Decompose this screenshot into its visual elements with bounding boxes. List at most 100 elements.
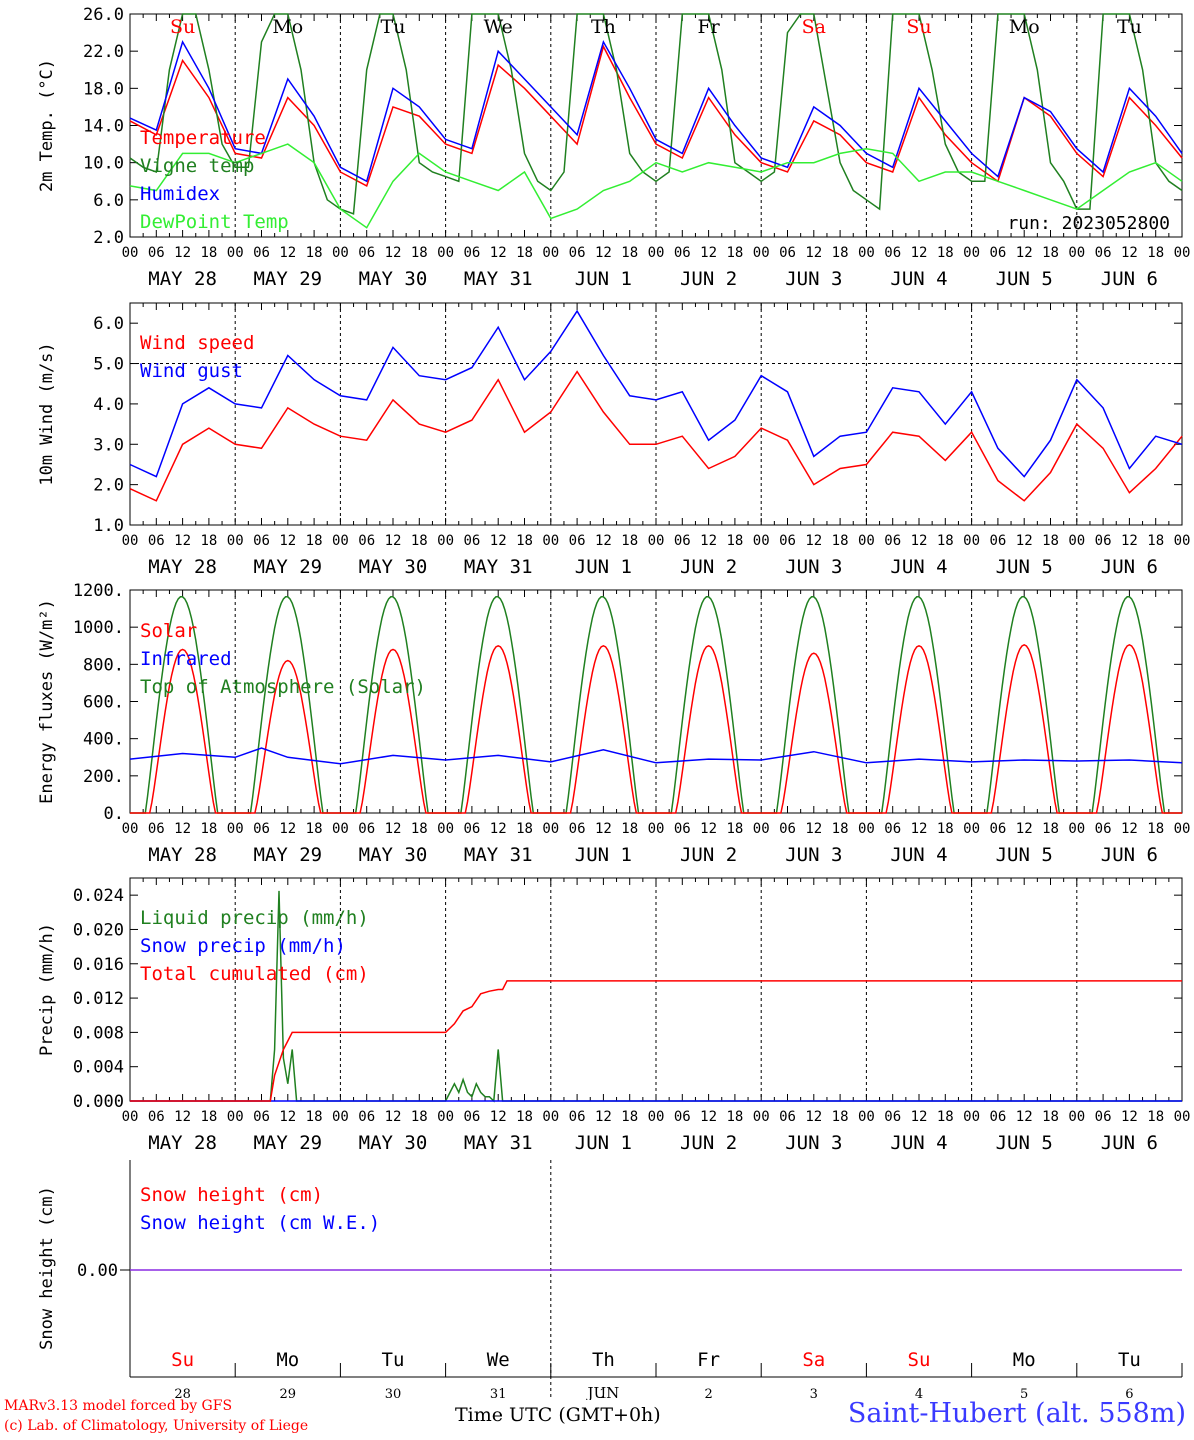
panel-frame-3 (129, 589, 1183, 814)
hour-tick-label: 12 (805, 1109, 822, 1125)
hour-tick-label: 00 (753, 533, 770, 549)
hour-tick-label: 12 (174, 821, 191, 837)
hour-tick-label: 12 (385, 533, 402, 549)
series-line-solar (1076, 643, 1182, 814)
hour-tick-label: 06 (674, 245, 691, 261)
hour-tick-label: 18 (306, 533, 323, 549)
day-number-label: 2 (704, 1387, 712, 1400)
series-line-wind-speed (129, 370, 1183, 502)
lab-credit: (c) Lab. of Climatology, University of L… (4, 1418, 309, 1434)
y-tick-label: 6.0 (93, 191, 124, 211)
hour-tick-label: 18 (516, 245, 533, 261)
series-line-wind-gust (129, 309, 1183, 478)
hour-tick-label: 12 (1121, 245, 1138, 261)
hour-tick-label: 06 (779, 821, 796, 837)
hour-tick-label: 00 (542, 533, 559, 549)
hour-tick-label: 06 (989, 533, 1006, 549)
weekday-label: Su (170, 16, 195, 38)
hour-tick-label: 18 (200, 1109, 217, 1125)
date-label: MAY 31 (464, 268, 533, 290)
series-line-vigne-temp (129, 13, 1183, 215)
series-line-toa-solar (656, 596, 762, 814)
hour-tick-label: 00 (437, 821, 454, 837)
hour-tick-label: 06 (884, 533, 901, 549)
hour-tick-label: 06 (569, 821, 586, 837)
y-tick-label: 0. (104, 804, 124, 824)
hour-tick-label: 12 (279, 1109, 296, 1125)
y-tick-label: 2.0 (93, 228, 124, 248)
hour-tick-label: 00 (542, 821, 559, 837)
hour-tick-label: 12 (911, 1109, 928, 1125)
date-label: MAY 30 (359, 268, 428, 290)
weekday-label: Su (906, 16, 931, 38)
hour-tick-label: 06 (463, 1109, 480, 1125)
hour-tick-label: 12 (490, 821, 507, 837)
hour-tick-label: 12 (490, 533, 507, 549)
hour-tick-label: 06 (463, 245, 480, 261)
hour-tick-label: 06 (253, 533, 270, 549)
date-label: JUN 4 (890, 268, 947, 290)
weekday-label: Su (171, 1349, 194, 1371)
series-line-toa-solar (340, 596, 446, 814)
y-tick-label: 1000. (73, 618, 124, 638)
model-credit: MARv3.13 model forced by GFS (4, 1398, 233, 1414)
y-axis-label-3: Energy fluxes (W/m²) (37, 599, 57, 804)
hour-tick-label: 00 (1174, 1109, 1191, 1125)
weekday-label: Sa (802, 1349, 825, 1371)
hour-tick-label: 00 (648, 245, 665, 261)
series-line-solar (656, 644, 762, 814)
date-label: MAY 28 (148, 844, 217, 866)
date-label: JUN 6 (1101, 1132, 1158, 1154)
hour-tick-label: 00 (227, 821, 244, 837)
date-label: JUN 5 (996, 844, 1053, 866)
hour-tick-label: 06 (989, 821, 1006, 837)
hour-tick-label: 00 (332, 1109, 349, 1125)
hour-tick-label: 12 (700, 245, 717, 261)
hour-tick-label: 18 (1147, 533, 1164, 549)
date-label: MAY 29 (253, 268, 322, 290)
run-label: run: 2023052800 (1007, 213, 1170, 234)
date-label: JUN 6 (1101, 556, 1158, 578)
hour-tick-label: 00 (963, 245, 980, 261)
series-line-toa-solar (445, 596, 551, 814)
hour-tick-label: 06 (148, 533, 165, 549)
hour-tick-label: 00 (227, 245, 244, 261)
hour-tick-label: 00 (1068, 533, 1085, 549)
y-tick-label: 0.004 (73, 1058, 124, 1078)
hour-tick-label: 12 (700, 821, 717, 837)
date-label: JUN 6 (1101, 268, 1158, 290)
hour-tick-label: 06 (1095, 533, 1112, 549)
hour-tick-label: 12 (595, 245, 612, 261)
hour-tick-label: 06 (569, 245, 586, 261)
legend-entry: Humidex (140, 183, 220, 205)
hour-tick-label: 06 (884, 1109, 901, 1125)
hour-tick-label: 00 (648, 821, 665, 837)
hour-tick-label: 06 (148, 245, 165, 261)
legend-entry: Snow height (cm W.E.) (140, 1212, 380, 1234)
y-tick-label: 0.000 (73, 1092, 124, 1112)
hour-tick-label: 18 (621, 821, 638, 837)
hour-tick-label: 06 (779, 245, 796, 261)
series-line-infrared (129, 747, 1183, 765)
hour-tick-label: 12 (805, 245, 822, 261)
hour-tick-label: 18 (937, 245, 954, 261)
hour-tick-label: 12 (805, 533, 822, 549)
hour-tick-label: 00 (858, 533, 875, 549)
hour-tick-label: 06 (463, 533, 480, 549)
hour-tick-label: 12 (385, 1109, 402, 1125)
date-label: JUN 3 (785, 844, 842, 866)
hour-tick-label: 06 (1095, 821, 1112, 837)
hour-tick-label: 18 (306, 821, 323, 837)
hour-tick-label: 00 (1068, 245, 1085, 261)
hour-tick-label: 18 (516, 821, 533, 837)
date-label: JUN 1 (575, 268, 632, 290)
hour-tick-label: 00 (753, 1109, 770, 1125)
hour-tick-label: 18 (200, 245, 217, 261)
weekday-label: Sa (802, 16, 826, 38)
hour-tick-label: 00 (1174, 533, 1191, 549)
weekday-label: Tu (382, 1349, 405, 1371)
y-tick-label: 1200. (73, 581, 124, 601)
hour-tick-label: 00 (122, 1109, 139, 1125)
series-line-temperature (129, 44, 1183, 187)
date-label: MAY 31 (464, 844, 533, 866)
